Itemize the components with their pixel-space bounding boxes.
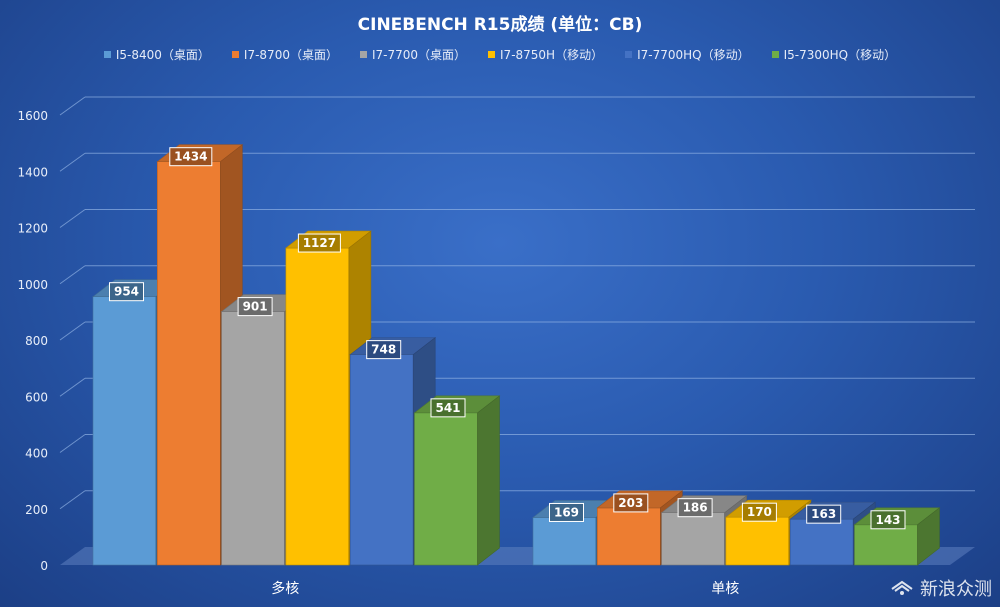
bar xyxy=(285,247,350,566)
bar xyxy=(349,354,414,566)
y-tick-label: 1000 xyxy=(17,278,48,292)
x-tick-label: 单核 xyxy=(711,581,739,597)
data-label: 163 xyxy=(811,507,836,521)
bar xyxy=(157,161,221,566)
y-tick-label: 0 xyxy=(40,559,48,573)
data-label-box xyxy=(297,233,341,253)
legend-swatch xyxy=(359,51,367,58)
gridline xyxy=(59,490,86,510)
data-label-box xyxy=(677,498,713,518)
bar xyxy=(221,311,285,566)
data-label-box xyxy=(870,510,906,530)
y-tick-label: 1600 xyxy=(17,109,48,123)
legend-item: I7-7700HQ（移动） xyxy=(625,46,750,63)
legend-swatch xyxy=(625,51,633,58)
data-label: 203 xyxy=(618,496,643,510)
bar-side xyxy=(477,395,500,566)
bar xyxy=(789,518,854,566)
y-tick-label: 600 xyxy=(25,390,48,404)
watermark-text: 新浪众测 xyxy=(920,579,992,600)
sina-zhongce-logo-icon xyxy=(891,580,913,595)
gridline xyxy=(59,321,86,341)
data-label-box xyxy=(430,398,466,418)
bar xyxy=(725,516,790,566)
legend-item: I7-8750H（移动） xyxy=(488,46,603,63)
data-label-box xyxy=(613,493,649,513)
legend-item: I5-7300HQ（移动） xyxy=(771,46,897,63)
legend-swatch xyxy=(103,51,111,58)
chart-legend: I5-8400（桌面） I7-8700（桌面） I7-7700（桌面） I7-8750… xyxy=(0,46,1000,63)
legend-item: I7-7700（桌面） xyxy=(359,46,467,63)
legend-label: I5-8400（桌面） xyxy=(115,48,210,62)
data-label-box xyxy=(109,282,144,302)
gridline xyxy=(59,152,86,172)
y-tick-label: 1200 xyxy=(17,222,48,236)
x-tick-label: 多核 xyxy=(271,580,299,597)
legend-item: I7-8700（桌面） xyxy=(231,46,338,63)
data-label-box xyxy=(366,340,402,360)
data-label: 143 xyxy=(875,513,900,527)
legend-swatch xyxy=(231,51,239,58)
data-label-box xyxy=(169,147,213,167)
legend-swatch xyxy=(488,51,496,58)
bar xyxy=(92,296,157,566)
data-label-box xyxy=(806,504,842,524)
legend-label: I7-8750H（移动） xyxy=(500,48,604,62)
data-label: 1127 xyxy=(303,236,336,250)
bar xyxy=(661,512,725,566)
y-tick-label: 1400 xyxy=(17,165,48,179)
data-label-box xyxy=(741,502,777,522)
data-label: 748 xyxy=(371,343,396,357)
chart-title: CINEBENCH R15成绩 (单位：CB) xyxy=(357,15,643,35)
data-label: 1434 xyxy=(174,150,207,164)
watermark: 新浪众测 xyxy=(890,575,992,601)
data-label: 541 xyxy=(435,401,460,415)
legend-label: I5-7300HQ（移动） xyxy=(783,48,897,62)
data-label-box xyxy=(549,502,584,522)
data-label: 186 xyxy=(683,501,708,515)
bar xyxy=(414,412,478,566)
y-tick-label: 800 xyxy=(25,334,48,348)
bar xyxy=(596,507,661,566)
y-tick-label: 200 xyxy=(25,503,48,517)
gridline xyxy=(59,265,86,285)
legend-swatch xyxy=(771,51,779,58)
data-label: 954 xyxy=(114,285,139,299)
legend-label: I7-7700（桌面） xyxy=(371,48,467,62)
gridline xyxy=(59,209,86,228)
gridline xyxy=(59,96,86,116)
y-tick-label: 400 xyxy=(25,447,48,461)
bar-side xyxy=(917,507,940,566)
gridline xyxy=(59,377,86,397)
legend-label: I7-8700（桌面） xyxy=(243,48,338,62)
bar xyxy=(854,524,918,566)
data-label: 169 xyxy=(554,505,579,519)
legend-label: I7-7700HQ（移动） xyxy=(637,48,750,62)
gridline xyxy=(59,434,86,453)
bar xyxy=(532,517,597,566)
data-label: 170 xyxy=(747,505,772,519)
data-label-box xyxy=(237,297,273,317)
legend-item: I5-8400（桌面） xyxy=(103,46,210,63)
data-label: 901 xyxy=(243,300,268,314)
